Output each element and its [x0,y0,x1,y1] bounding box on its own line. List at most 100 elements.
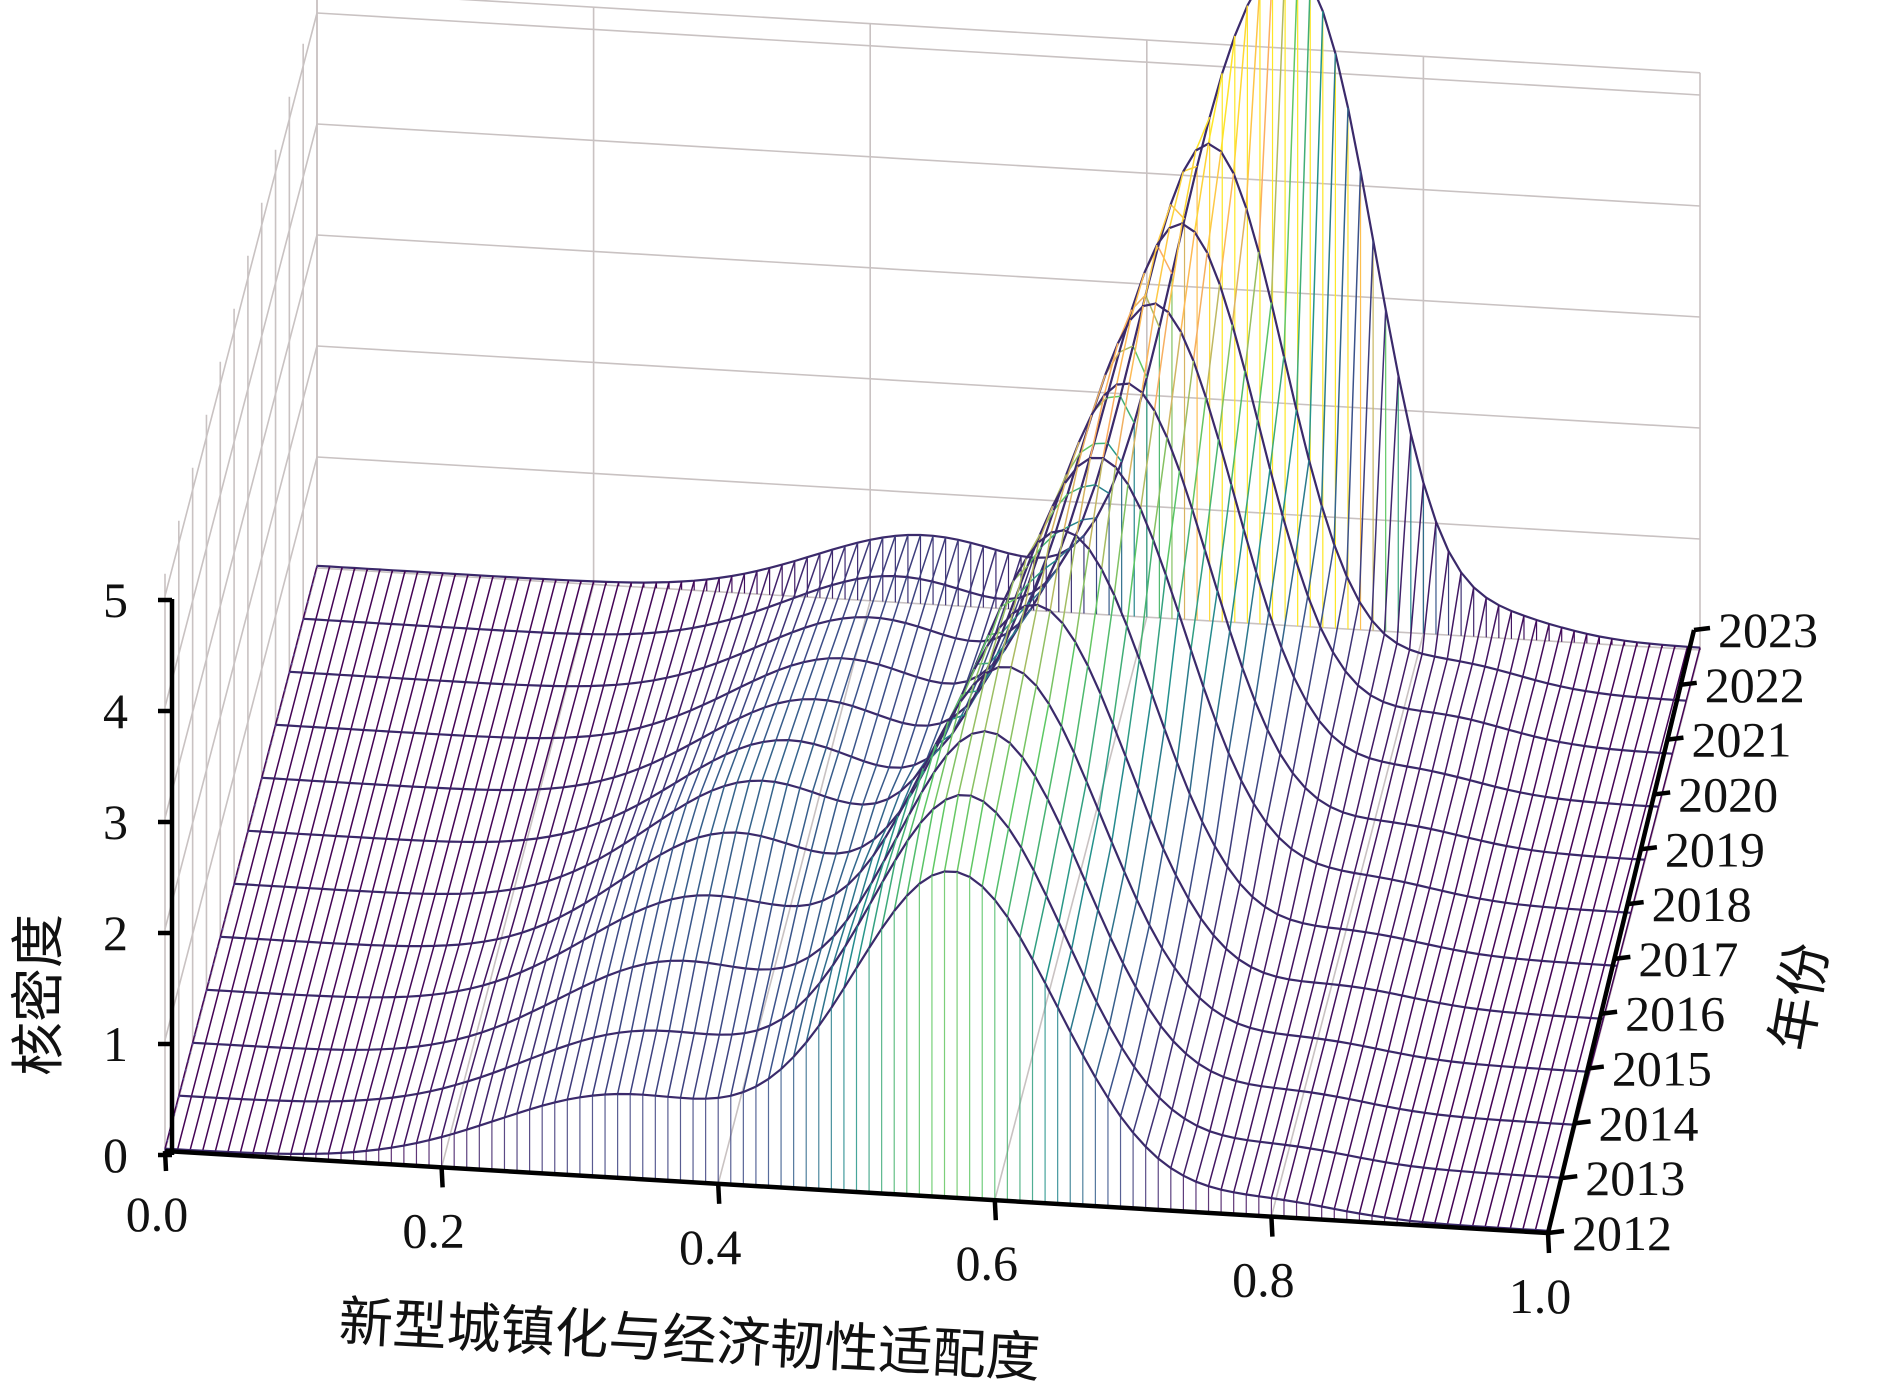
surface-hatch [1283,0,1298,357]
surface-hatch [1371,309,1387,621]
year-tick [1667,735,1684,742]
surface-hatch [1291,701,1308,774]
surface-hatch [291,1048,307,1102]
surface-hatch [657,899,673,963]
surface-hatch [590,634,606,687]
surface-hatch [254,993,271,1047]
surface-hatch [882,837,898,882]
surface-hatch [1603,911,1620,966]
surface-band-2012 [164,794,1563,1231]
surface-hatch [1578,910,1594,964]
surface-hatch [1007,757,1024,829]
surface-hatch [1480,786,1496,841]
surface-hatch [279,994,296,1048]
surface-hatch [1036,532,1053,606]
surface-hatch [535,836,551,885]
surface-hatch [1255,468,1271,573]
surface-hatch [893,839,909,912]
surface-hatch [341,1049,357,1102]
surface-hatch [648,790,664,828]
surface-hatch [1094,484,1110,495]
surface-hatch [860,803,877,848]
surface-hatch [711,754,727,791]
year-tick [1600,1009,1618,1016]
surface-hatch [1156,204,1172,246]
surface-hatch [858,856,874,904]
surface-hatch [600,732,616,781]
surface-hatch [646,818,663,863]
surface-hatch [452,628,468,682]
surface-hatch [1559,630,1576,687]
surface-hatch [707,895,723,964]
surface-hatch [1659,699,1675,754]
surface-hatch [709,785,726,835]
surface-hatch [1533,683,1549,737]
surface-hatch [765,637,781,676]
surface-hatch [355,997,371,1050]
surface-hatch [1367,761,1383,819]
surface-hatch [613,730,629,778]
surface-hatch [1379,764,1396,821]
surface-hatch [533,880,550,929]
surface-hatch [741,611,757,654]
year-tick-label: 2012 [1572,1205,1672,1261]
surface-hatch [841,578,858,619]
surface-hatch [714,658,731,700]
surface-hatch [557,910,574,955]
surface-hatch [1183,165,1198,173]
surface-hatch [1045,824,1061,896]
surface-hatch [1465,898,1481,953]
surface-hatch [463,682,479,736]
surface-hatch [1201,721,1217,822]
surface-hatch [1202,590,1219,688]
surface-hatch [1338,930,1354,986]
surface-hatch [1083,909,1099,977]
surface-hatch [669,896,685,961]
surface-hatch [1192,252,1208,361]
surface-hatch [1470,666,1486,720]
surface-hatch [1232,1140,1249,1193]
surface-hatch [307,888,323,943]
surface-hatch [807,900,824,958]
surface-hatch [566,580,582,634]
surface-hatch [942,588,958,635]
surface-band-2018 [247,383,1646,913]
surface-hatch [293,941,310,995]
year-tick-label: 2018 [1652,876,1752,932]
surface-hatch [604,1032,620,1095]
surface-hatch [1119,1066,1136,1117]
surface-hatch [1352,874,1368,931]
surface-hatch [1187,821,1203,899]
surface-hatch [516,578,532,632]
surface-hatch [1452,896,1469,950]
surface-hatch [356,944,372,998]
surface-hatch [1220,35,1236,152]
surface-hatch [1290,787,1307,850]
surface-hatch [365,569,381,623]
surface-hatch [1435,1115,1451,1170]
surface-hatch [801,659,817,700]
surface-left-side [164,565,318,1151]
surface-hatch [1178,360,1195,471]
surface-hatch [1308,11,1324,461]
z-tick-label: 2 [103,905,128,961]
surface-hatch [1439,949,1455,1004]
surface-hatch [327,567,343,621]
surface-hatch [1475,1010,1491,1065]
surface-hatch [836,756,853,801]
surface-hatch [240,1046,257,1100]
surface-hatch [1099,594,1115,694]
surface-hatch [1354,758,1371,817]
surface-hatch [1063,466,1079,531]
surface-hatch [569,939,585,994]
year-tick [1640,845,1658,852]
surface-hatch [1646,698,1662,753]
x-axis-line [164,1148,1549,1236]
surface-hatch [697,790,713,838]
surface-hatch [1398,1055,1415,1110]
surface-hatch [1348,1045,1364,1100]
surface-hatch [306,942,322,996]
surface-hatch [628,633,644,684]
surface-hatch [629,582,645,635]
surface-hatch [1177,508,1193,612]
